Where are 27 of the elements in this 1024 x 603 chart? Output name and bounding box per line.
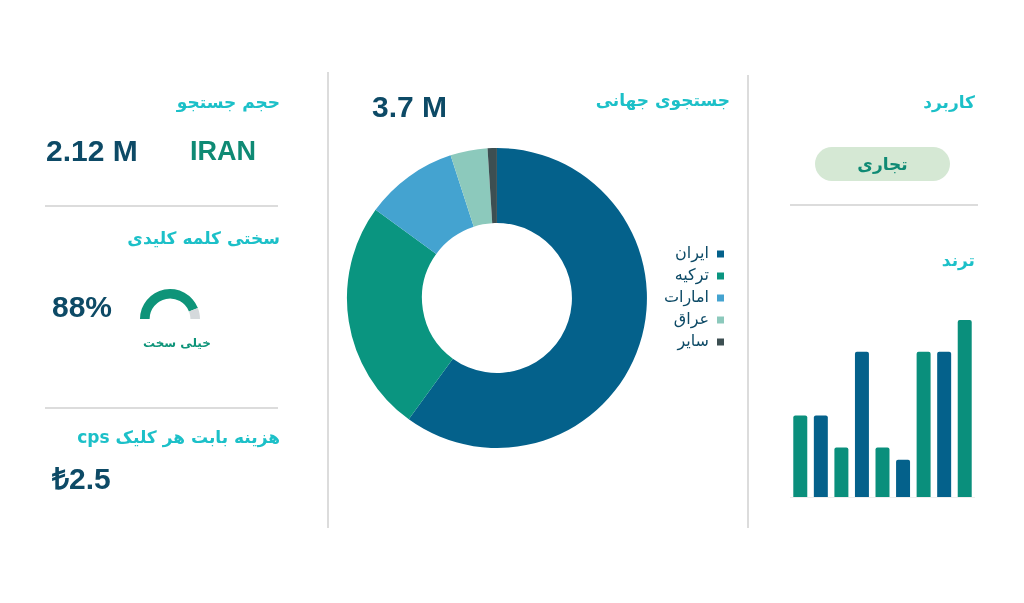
legend-label: سایر bbox=[676, 331, 709, 352]
bar bbox=[916, 351, 931, 497]
text: ₺2.5 bbox=[52, 461, 111, 497]
text: حجم جستجو bbox=[176, 92, 280, 112]
bar bbox=[813, 415, 828, 497]
text: تجاری bbox=[815, 147, 950, 181]
data-label: 88% bbox=[51, 289, 112, 323]
legend-label: عراق bbox=[673, 309, 709, 330]
bar bbox=[834, 447, 849, 497]
bar bbox=[854, 351, 869, 497]
legend-label: ایران bbox=[675, 243, 709, 264]
text: کاربرد bbox=[923, 92, 975, 112]
legend-label: امارات bbox=[663, 287, 709, 308]
bar bbox=[793, 415, 808, 497]
bar bbox=[896, 459, 911, 497]
text: 3.7 M bbox=[372, 90, 448, 124]
legend-label: ترکیه bbox=[674, 265, 709, 286]
chart-title: ترند bbox=[941, 250, 975, 270]
bar bbox=[957, 320, 972, 497]
bar bbox=[875, 447, 890, 497]
bar bbox=[937, 351, 952, 497]
text: IRAN bbox=[190, 136, 256, 167]
text: 2.12 M bbox=[46, 134, 138, 168]
text: خیلی سخت bbox=[143, 336, 211, 350]
chart-title: جستجوی جهانی bbox=[595, 90, 730, 110]
text: هزینه بابت هر کلیک cps bbox=[77, 427, 280, 447]
chart-title: سختی کلمه کلیدی bbox=[127, 228, 280, 248]
